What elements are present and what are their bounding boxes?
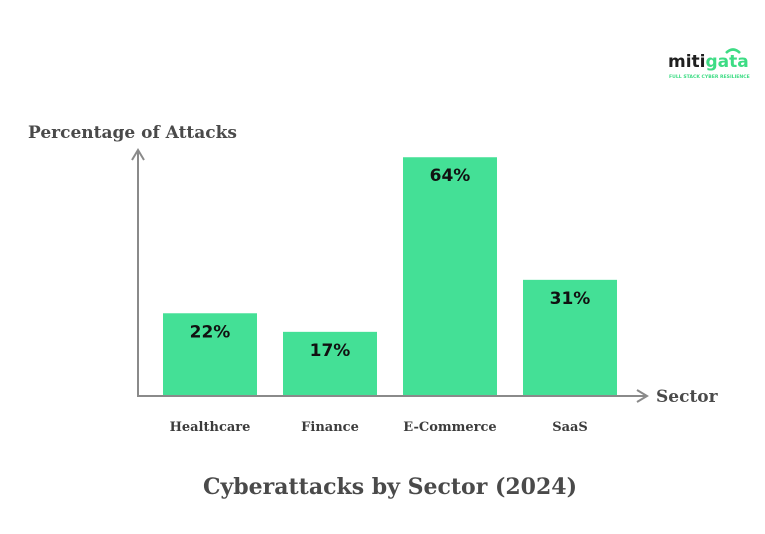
wifi-signal-icon — [725, 48, 741, 54]
x-axis-label: Sector — [656, 387, 719, 407]
brand-name-dark: miti — [668, 52, 706, 72]
x-tick-label: Finance — [301, 420, 359, 435]
y-axis-label: Percentage of Attacks — [28, 123, 237, 143]
bar-saas — [523, 279, 617, 395]
brand-logo: mitigata FULL STACK CYBER RESILIENCE — [668, 48, 750, 80]
y-axis-arrow — [131, 148, 145, 161]
bar-finance — [283, 331, 377, 395]
x-tick-label: E-Commerce — [403, 420, 496, 435]
axes — [131, 148, 649, 403]
x-tick-label: Healthcare — [170, 420, 251, 435]
x-axis-arrow — [636, 389, 649, 403]
brand-tagline: FULL STACK CYBER RESILIENCE — [669, 74, 750, 80]
x-tick-labels: Healthcare Finance E-Commerce SaaS — [170, 420, 588, 435]
x-tick-label: SaaS — [552, 420, 588, 435]
bar-value-label: 64% — [430, 166, 471, 186]
bar-healthcare — [163, 313, 257, 395]
svg-text:mitigata: mitigata — [668, 52, 749, 72]
bar-value-label: 22% — [190, 322, 231, 342]
bar-e-commerce — [403, 157, 497, 395]
bar-value-label: 31% — [550, 289, 591, 309]
brand-name-accent: gata — [706, 52, 749, 72]
bar-value-label: 17% — [310, 341, 351, 361]
bars-group: 22% 17% 64% 31% — [163, 157, 617, 395]
chart-title: Cyberattacks by Sector (2024) — [203, 474, 577, 500]
